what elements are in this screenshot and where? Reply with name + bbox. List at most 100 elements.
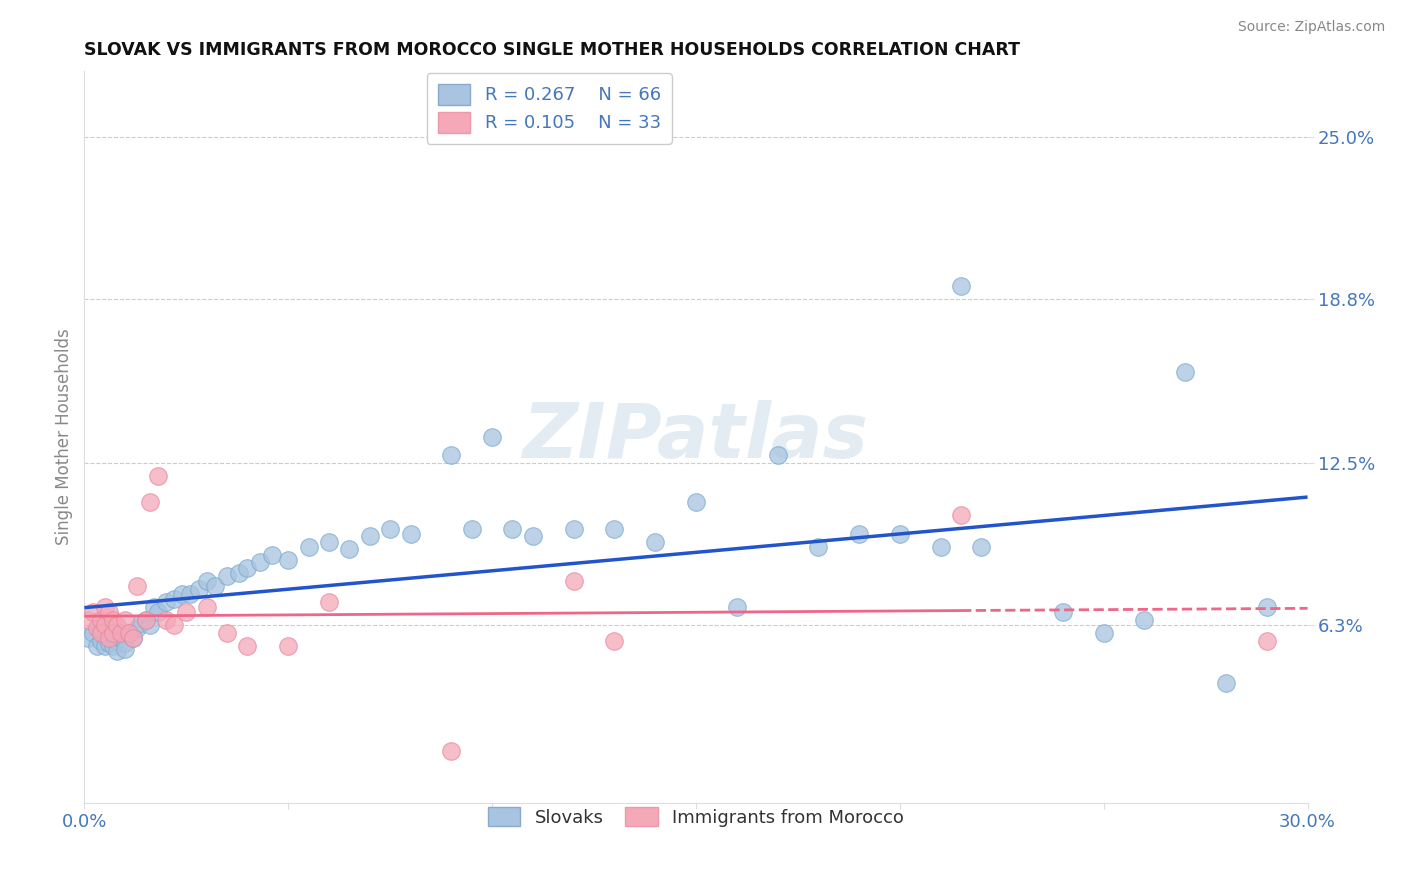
Point [93,639,115,653]
Point [1133,613,1156,627]
Point [1256,633,1278,648]
Point [481,430,503,444]
Point [97,636,120,650]
Point [399,526,422,541]
Point [93,629,115,643]
Point [146,469,169,483]
Point [217,568,239,582]
Point [1052,605,1074,619]
Point [187,582,209,596]
Point [172,587,194,601]
Point [359,529,381,543]
Point [950,508,973,523]
Point [236,639,259,653]
Point [118,626,141,640]
Point [155,594,177,608]
Point [163,618,186,632]
Point [298,540,321,554]
Point [138,618,160,632]
Point [929,540,952,554]
Point [195,599,218,614]
Point [114,641,136,656]
Point [101,626,124,640]
Point [277,553,299,567]
Point [318,594,340,608]
Point [603,633,626,648]
Point [101,632,124,646]
Point [135,613,157,627]
Point [93,599,115,614]
Point [105,633,128,648]
Point [889,526,911,541]
Point [440,743,463,757]
Text: SLOVAK VS IMMIGRANTS FROM MOROCCO SINGLE MOTHER HOUSEHOLDS CORRELATION CHART: SLOVAK VS IMMIGRANTS FROM MOROCCO SINGLE… [84,41,1021,59]
Point [603,521,626,535]
Point [122,632,145,646]
Point [195,574,218,588]
Point [461,521,484,535]
Point [260,548,283,562]
Point [522,529,544,543]
Point [1092,626,1115,640]
Point [93,618,115,632]
Point [970,540,993,554]
Point [277,639,299,653]
Point [380,521,402,535]
Point [77,632,100,646]
Point [127,621,149,635]
Point [644,534,666,549]
Point [163,592,186,607]
Point [179,587,201,601]
Point [766,449,789,463]
Point [562,574,585,588]
Point [105,644,128,658]
Point [217,626,239,640]
Text: Source: ZipAtlas.com: Source: ZipAtlas.com [1237,20,1385,34]
Point [101,639,124,653]
Point [118,626,141,640]
Point [204,579,226,593]
Point [848,526,870,541]
Point [155,613,177,627]
Point [105,618,128,632]
Point [90,633,112,648]
Point [135,613,157,627]
Point [339,542,361,557]
Point [127,579,149,593]
Point [502,521,524,535]
Point [82,605,104,619]
Point [1174,365,1197,379]
Text: ZIPatlas: ZIPatlas [523,401,869,474]
Point [86,621,108,635]
Point [236,560,259,574]
Point [228,566,250,580]
Point [725,599,748,614]
Point [110,626,132,640]
Point [146,605,169,619]
Point [131,615,153,630]
Point [97,626,120,640]
Point [1256,599,1278,614]
Point [101,613,124,627]
Point [950,278,973,293]
Point [114,636,136,650]
Y-axis label: Single Mother Households: Single Mother Households [55,329,73,545]
Point [685,495,707,509]
Point [142,599,165,614]
Legend: Slovaks, Immigrants from Morocco: Slovaks, Immigrants from Morocco [481,800,911,834]
Point [97,632,120,646]
Point [440,449,463,463]
Point [110,632,132,646]
Point [77,613,100,627]
Point [97,605,120,619]
Point [249,556,271,570]
Point [122,632,145,646]
Point [807,540,830,554]
Point [318,534,340,549]
Point [114,613,136,627]
Point [1215,675,1237,690]
Point [562,521,585,535]
Point [82,626,104,640]
Point [90,613,112,627]
Point [174,605,197,619]
